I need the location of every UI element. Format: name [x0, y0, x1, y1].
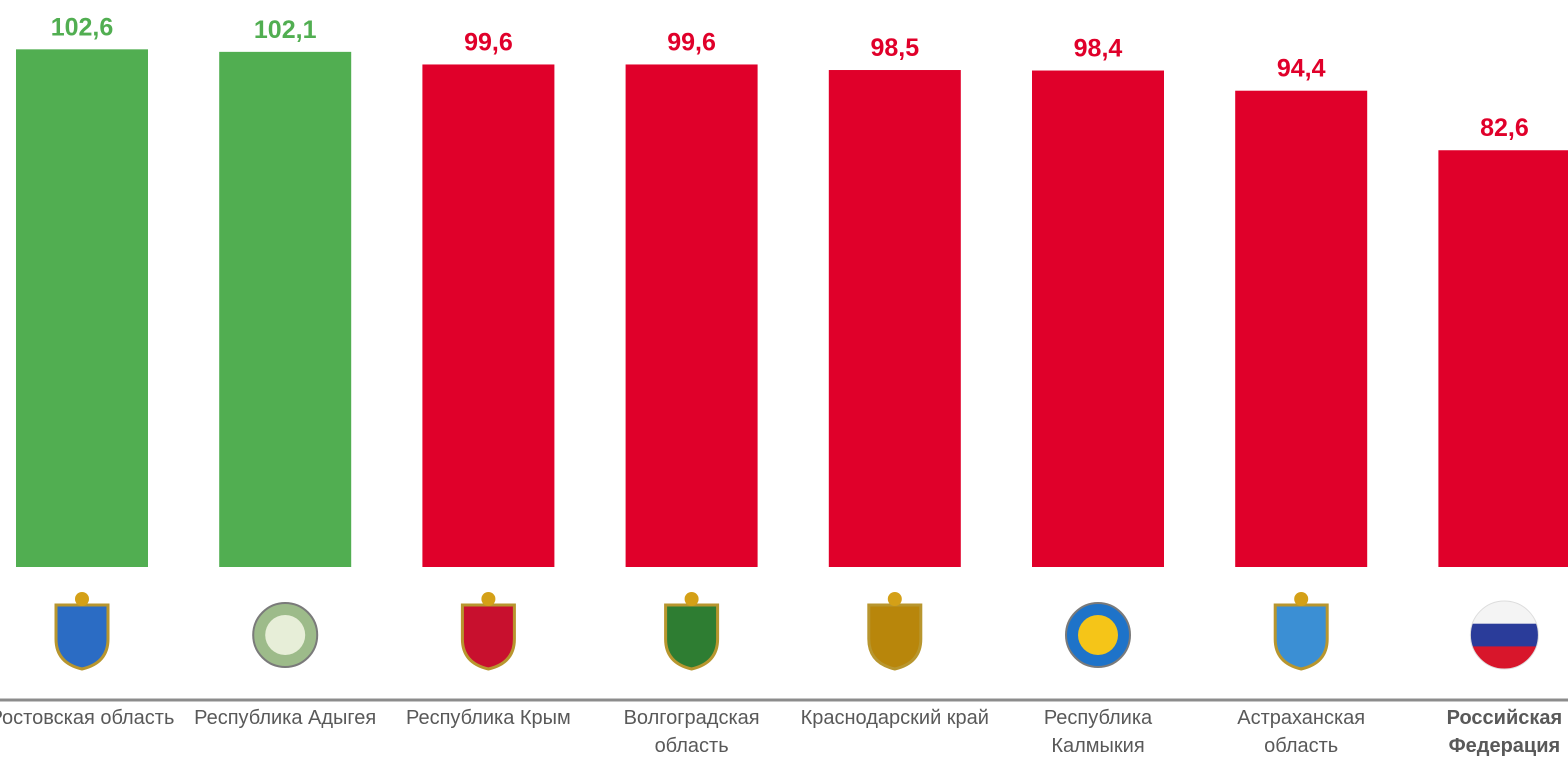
- value-label: 82,6: [1480, 114, 1529, 142]
- emblem: [1273, 603, 1329, 671]
- emblem: [867, 603, 923, 671]
- bar: [1235, 90, 1368, 567]
- value-label: 98,4: [1074, 35, 1123, 63]
- emblem-crown: [887, 592, 902, 606]
- emblem-crown: [1294, 592, 1309, 606]
- category-label: Республика Адыгея: [194, 707, 377, 729]
- emblem-crown: [684, 592, 699, 606]
- flag-stripe: [1470, 646, 1539, 669]
- category-label: Астраханская область: [1237, 707, 1366, 757]
- emblem: [54, 603, 110, 671]
- bar: [1032, 70, 1164, 567]
- value-label: 102,1: [254, 16, 317, 44]
- value-label: 94,4: [1277, 55, 1326, 83]
- value-label: 99,6: [464, 28, 513, 56]
- emblem: [460, 603, 516, 671]
- flag-rim: [1469, 600, 1539, 670]
- bar: [422, 64, 555, 568]
- bar: [828, 70, 961, 567]
- bar: [625, 64, 758, 568]
- category-label: Республика Крым: [405, 707, 571, 729]
- emblem: [664, 603, 720, 671]
- category-label: Краснодарский край: [800, 707, 989, 729]
- bar: [1438, 150, 1568, 567]
- value-label: 99,6: [667, 28, 716, 56]
- flag-stripe: [1470, 623, 1539, 647]
- flag-stripe: [1470, 601, 1539, 624]
- category-label: Волгоградская область: [623, 707, 760, 757]
- bar: [219, 51, 352, 568]
- bar: [16, 49, 148, 567]
- emblem-crown: [481, 592, 496, 606]
- emblem-inner: [265, 615, 306, 655]
- emblem-inner: [1078, 615, 1118, 655]
- category-label: Республика Калмыкия: [1043, 707, 1153, 757]
- value-label: 102,6: [51, 13, 114, 41]
- emblem-crown: [75, 592, 89, 606]
- value-label: 98,5: [870, 34, 919, 62]
- category-label: Ростовская область: [0, 707, 175, 729]
- category-label: Российская Федерация: [1446, 707, 1563, 757]
